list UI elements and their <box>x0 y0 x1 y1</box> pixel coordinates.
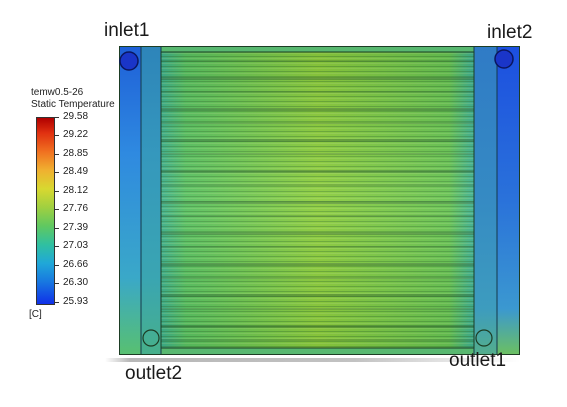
inlet1-port <box>119 51 139 71</box>
colorbar-tick <box>54 135 59 136</box>
inlet2-port <box>494 49 514 69</box>
colorbar-tick-label: 26.30 <box>63 277 89 288</box>
colorbar-tick <box>54 283 59 284</box>
colorbar-tick-label: 29.22 <box>63 129 89 140</box>
colorbar-tick <box>54 172 59 173</box>
colorbar-tick <box>54 302 59 303</box>
outlet1-label: outlet1 <box>449 350 507 371</box>
heat-exchanger-contour <box>119 46 520 355</box>
colorbar-tick-label: 27.03 <box>63 240 89 251</box>
colorbar-tick-label: 28.12 <box>63 185 89 196</box>
colorbar-tick <box>54 265 59 266</box>
colorbar-tick-label: 27.76 <box>63 203 89 214</box>
outlet2-label: outlet2 <box>125 363 183 384</box>
colorbar-tick <box>54 246 59 247</box>
legend-title-variable: Static Temperature <box>31 99 115 110</box>
colorbar-tick-label: 25.93 <box>63 296 89 307</box>
outlet1-port <box>475 329 493 347</box>
outlet2-port <box>142 329 160 347</box>
temperature-colorbar <box>36 117 55 305</box>
floor-shadow <box>105 358 520 362</box>
colorbar-tick-label: 27.39 <box>63 222 89 233</box>
inlet1-label: inlet1 <box>104 20 150 41</box>
colorbar-tick-label: 26.66 <box>63 259 89 270</box>
colorbar-tick <box>54 154 59 155</box>
inlet2-label: inlet2 <box>487 22 533 43</box>
colorbar-tick-label: 28.85 <box>63 148 89 159</box>
colorbar-tick <box>54 191 59 192</box>
colorbar-tick-label: 29.58 <box>63 111 89 122</box>
colorbar-tick <box>54 209 59 210</box>
colorbar-tick <box>54 117 59 118</box>
colorbar-unit: [C] <box>29 309 42 320</box>
colorbar-tick <box>54 228 59 229</box>
legend-title-case: temw0.5-26 <box>31 87 84 98</box>
colorbar-tick-label: 28.49 <box>63 166 89 177</box>
